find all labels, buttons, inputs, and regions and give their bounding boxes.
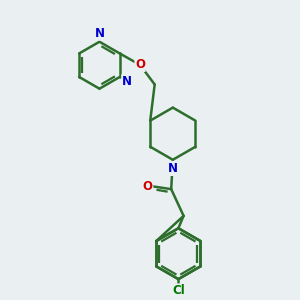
Text: N: N (94, 27, 104, 40)
Text: N: N (168, 162, 178, 176)
Text: O: O (135, 58, 145, 71)
Text: Cl: Cl (172, 284, 185, 297)
Text: O: O (143, 180, 153, 193)
Text: N: N (122, 74, 132, 88)
